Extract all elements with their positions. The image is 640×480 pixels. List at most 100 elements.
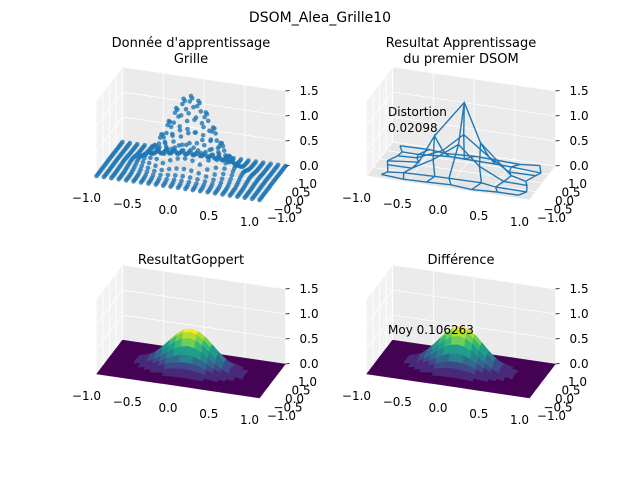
- z-tick-mark: [555, 165, 560, 167]
- wire-line: [518, 165, 542, 196]
- grid-line: [366, 66, 556, 102]
- data-point: [175, 185, 181, 191]
- data-point: [165, 148, 170, 153]
- z-tick-label: 0.5: [570, 332, 589, 346]
- data-point: [123, 178, 129, 183]
- data-point: [181, 148, 186, 153]
- surface-patch: [450, 335, 460, 346]
- grid-line: [366, 314, 556, 350]
- data-point: [235, 194, 240, 199]
- surface-patch: [169, 368, 178, 374]
- grid-line: [379, 158, 543, 184]
- grid-line: [529, 165, 556, 201]
- data-point: [189, 168, 194, 173]
- z-tick-label: 0.5: [300, 134, 319, 148]
- annotation-line: 0.02098: [388, 121, 438, 135]
- surface-patch: [448, 353, 457, 363]
- data-point: [242, 195, 247, 201]
- data-point: [149, 150, 154, 155]
- annotation: Distortion 0.02098: [388, 105, 447, 135]
- data-point: [153, 182, 159, 187]
- data-point: [206, 158, 211, 163]
- data-point: [152, 168, 157, 174]
- data-point: [181, 96, 186, 102]
- data-point: [173, 105, 179, 111]
- x-tick-label: −1.0: [342, 191, 371, 205]
- data-point: [148, 155, 153, 160]
- data-point: [203, 174, 209, 179]
- z-tick-label: 1.5: [570, 84, 589, 98]
- z-tick-mark: [285, 363, 290, 365]
- data-point: [227, 193, 233, 198]
- data-point: [191, 145, 196, 150]
- subplot-title: Grille: [174, 52, 208, 67]
- z-tick-label: 1.5: [300, 84, 319, 98]
- data-point: [146, 181, 151, 186]
- data-point: [217, 144, 222, 149]
- data-point: [157, 135, 163, 140]
- data-point: [213, 165, 219, 170]
- data-point: [116, 177, 121, 182]
- data-point: [154, 156, 159, 162]
- data-point: [212, 172, 217, 177]
- data-point: [198, 150, 204, 156]
- data-point: [205, 167, 210, 172]
- surface-patch: [446, 367, 455, 375]
- data-point: [220, 192, 225, 197]
- data-point: [194, 103, 200, 109]
- wire-line: [399, 145, 540, 167]
- grid-line: [366, 264, 556, 300]
- data-point: [195, 177, 200, 182]
- subplot-title: Resultat Apprentissage: [386, 36, 537, 51]
- data-point: [164, 130, 169, 136]
- z-tick-label: 0.0: [300, 357, 319, 371]
- y-tick-label: 0.5: [291, 186, 310, 200]
- wire-line: [401, 151, 541, 174]
- surface-patch: [177, 362, 186, 370]
- y-tick-label: 0.5: [561, 186, 580, 200]
- surface-patch: [432, 368, 442, 374]
- z-tick-mark: [555, 363, 560, 365]
- data-point: [180, 173, 185, 179]
- y-tick-label: 0.0: [555, 392, 574, 406]
- tick-labels: −1.0 −0.5 0.0 0.5 1.0 −1.0−0.50.00.51.00.00.5…: [72, 282, 319, 427]
- data-point: [187, 175, 193, 180]
- x-tick-label: −1.0: [72, 389, 101, 403]
- z-tick-label: 1.0: [570, 307, 589, 321]
- data-point: [172, 110, 178, 115]
- data-point: [145, 165, 151, 171]
- data-point: [162, 141, 168, 146]
- data-point: [222, 166, 227, 171]
- data-point: [170, 133, 175, 138]
- subplot-3: ResultatGoppert−1.0 −0.5 0.0 0.5 1.0 −1.0−0.5…: [72, 253, 319, 427]
- data-point: [141, 156, 147, 161]
- grid-line: [366, 141, 556, 177]
- grid-line: [96, 66, 286, 102]
- y-tick-label: −0.5: [543, 203, 572, 217]
- data-point: [224, 156, 230, 162]
- data-point: [214, 138, 220, 143]
- surface-patch: [170, 362, 180, 369]
- x-tick-label: 0.0: [158, 401, 177, 415]
- grid-line: [488, 159, 516, 195]
- z-tick-mark: [555, 288, 560, 290]
- x-tick-label: 1.0: [510, 413, 529, 427]
- surface-patch: [162, 368, 172, 374]
- surface-patch: [439, 367, 448, 374]
- x-tick-label: −0.5: [113, 197, 142, 211]
- x-tick-label: −0.5: [383, 395, 412, 409]
- subplot-title: Différence: [427, 253, 494, 268]
- z-tick-mark: [285, 288, 290, 290]
- z-tick-mark: [285, 90, 290, 92]
- z-tick-mark: [555, 90, 560, 92]
- z-tick-mark: [285, 313, 290, 315]
- data-point: [186, 130, 191, 136]
- data-point: [168, 184, 173, 190]
- grid-line: [96, 116, 286, 152]
- y-tick-label: 0.5: [561, 384, 580, 398]
- z-tick-mark: [285, 338, 290, 340]
- data-point: [168, 124, 174, 130]
- data-point: [173, 173, 178, 178]
